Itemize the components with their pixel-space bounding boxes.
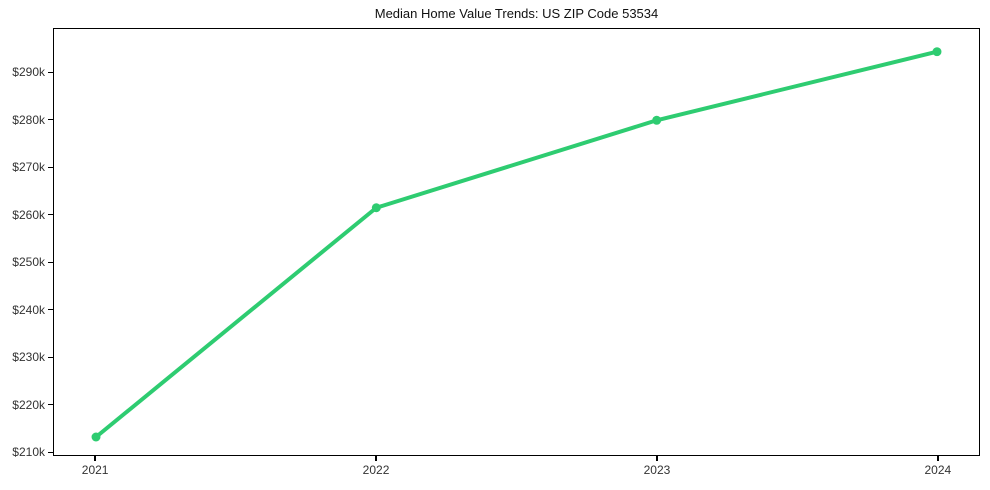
y-tick-mark bbox=[48, 166, 53, 168]
x-tick-mark bbox=[656, 456, 658, 461]
data-point-marker bbox=[932, 47, 942, 57]
x-tick-label: 2021 bbox=[81, 463, 109, 477]
y-tick-label: $230k bbox=[12, 350, 45, 365]
x-tick-mark bbox=[375, 456, 377, 461]
data-point-marker bbox=[91, 432, 101, 442]
y-tick-label: $250k bbox=[12, 255, 45, 270]
y-tick-mark bbox=[48, 261, 53, 263]
y-tick-mark bbox=[48, 451, 53, 453]
x-tick-mark bbox=[94, 456, 96, 461]
y-tick-label: $210k bbox=[12, 445, 45, 460]
y-tick-label: $240k bbox=[12, 302, 45, 317]
x-tick-label: 2024 bbox=[924, 463, 952, 477]
trend-line bbox=[94, 49, 939, 439]
y-tick-label: $280k bbox=[12, 112, 45, 127]
plot-area bbox=[53, 28, 980, 456]
x-tick-label: 2023 bbox=[643, 463, 671, 477]
x-tick-label: 2022 bbox=[362, 463, 390, 477]
y-tick-mark bbox=[48, 71, 53, 73]
chart-title: Median Home Value Trends: US ZIP Code 53… bbox=[374, 6, 659, 21]
data-point-marker bbox=[371, 203, 381, 213]
y-tick-label: $260k bbox=[12, 207, 45, 222]
y-tick-label: $270k bbox=[12, 160, 45, 175]
data-point-marker bbox=[652, 115, 662, 125]
y-tick-mark bbox=[48, 404, 53, 406]
y-tick-mark bbox=[48, 214, 53, 216]
y-tick-mark bbox=[48, 309, 53, 311]
line-series-canvas bbox=[91, 47, 942, 442]
y-tick-label: $220k bbox=[12, 397, 45, 412]
y-tick-mark bbox=[48, 119, 53, 121]
y-tick-mark bbox=[48, 356, 53, 358]
y-tick-label: $290k bbox=[12, 65, 45, 80]
x-tick-mark bbox=[937, 456, 939, 461]
